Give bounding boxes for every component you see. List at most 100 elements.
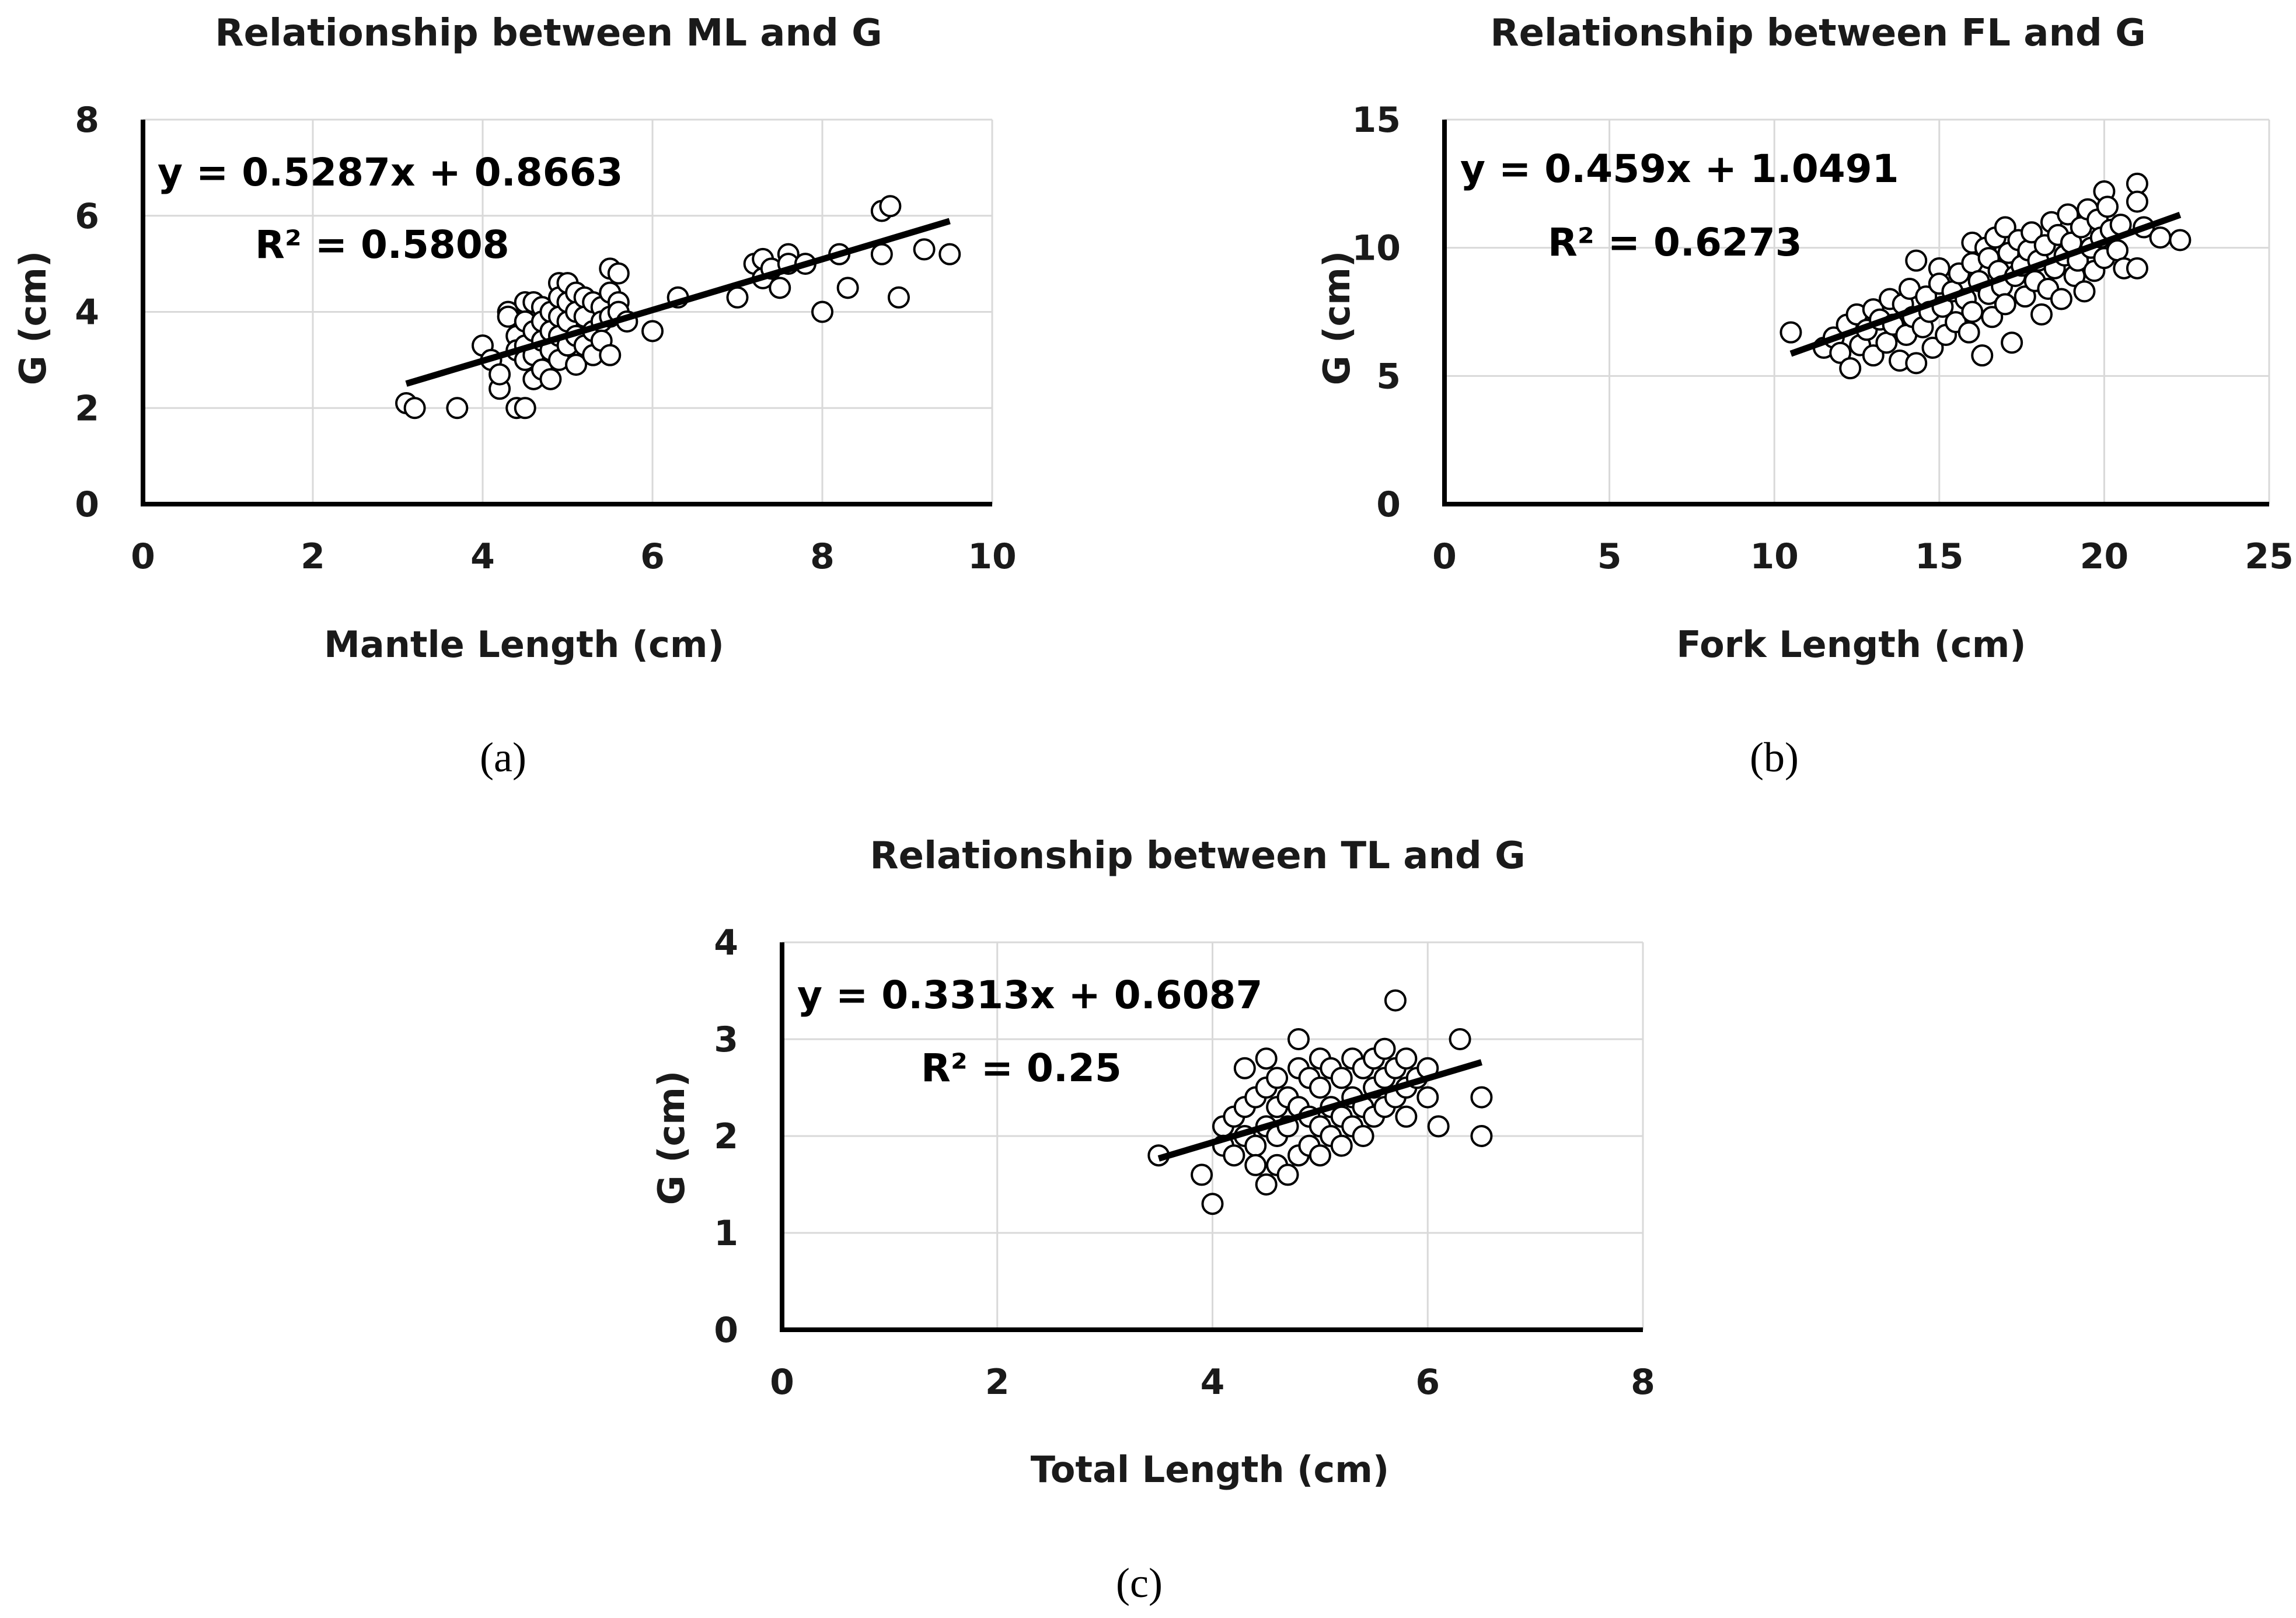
- panel-c-x-label: Total Length (cm): [1031, 1448, 1389, 1491]
- panel-a-y-ticks: 0 2 4 6 8: [75, 100, 99, 525]
- panel-c-x-tick-label: 0: [770, 1362, 794, 1403]
- panel-b-data-point: [1971, 344, 1994, 367]
- panel-a-x-tick-label: 2: [301, 536, 325, 577]
- panel-a-data-point: [811, 300, 833, 323]
- panel-c-y-tick-label: 2: [714, 1116, 738, 1157]
- panel-c-y-label: G (cm): [650, 1071, 693, 1205]
- panel-a-data-point: [599, 344, 622, 366]
- panel-b-x-tick-label: 5: [1597, 536, 1622, 577]
- panel-b-data-point: [2057, 203, 2079, 226]
- panel-a-y-tick-label: 2: [75, 388, 99, 429]
- panel-a-data-point: [879, 195, 902, 218]
- panel-a-r-squared: R² = 0.5808: [255, 222, 510, 267]
- panel-b-data-point: [1957, 321, 1980, 344]
- panel-c-data-point: [1330, 1067, 1353, 1089]
- panel-b-data-point: [2030, 303, 2053, 326]
- panel-c-data-point: [1287, 1028, 1310, 1050]
- panel-a-data-point: [870, 243, 893, 265]
- panel-c-equation: y = 0.3313x + 0.6087: [797, 973, 1262, 1018]
- panel-c-data-point: [1330, 1134, 1353, 1157]
- panel-b-data-point: [1779, 321, 1802, 344]
- panel-b-data-point: [1905, 352, 1928, 375]
- panel-a: Relationship between ML and G 0 2 4 6 8 0 2 4 6…: [12, 12, 1017, 781]
- panel-b-y-tick-label: 10: [1352, 228, 1401, 269]
- panel-c-data-point: [1201, 1193, 1224, 1215]
- panel-b-x-tick-label: 25: [2245, 536, 2294, 577]
- panel-c-data-point: [1233, 1057, 1256, 1079]
- panel-a-y-tick-label: 4: [75, 292, 99, 333]
- panel-a-x-label: Mantle Length (cm): [324, 623, 724, 666]
- panel-c-title: Relationship between TL and G: [870, 834, 1525, 878]
- panel-b-x-tick-label: 20: [2080, 536, 2129, 577]
- panel-a-x-ticks: 0 2 4 6 8 10: [131, 536, 1017, 577]
- panel-b-x-tick-label: 0: [1432, 536, 1457, 577]
- panel-c-data-point: [1395, 1047, 1418, 1070]
- panel-c-y-tick-label: 4: [714, 922, 738, 963]
- panel-a-equation: y = 0.5287x + 0.8663: [158, 150, 623, 195]
- panel-b-r-squared: R² = 0.6273: [1548, 220, 1802, 265]
- panel-c-y-tick-label: 1: [714, 1213, 738, 1254]
- panel-a-data-point: [539, 368, 562, 390]
- panel-a-data-point: [446, 397, 469, 420]
- panel-a-data-point: [938, 243, 961, 265]
- panel-a-data-point: [887, 286, 910, 309]
- panel-a-y-tick-label: 0: [75, 484, 99, 525]
- panel-c-x-tick-label: 8: [1631, 1362, 1655, 1403]
- panel-b-data-point: [1829, 341, 1852, 364]
- panel-a-x-tick-label: 10: [968, 536, 1017, 577]
- panel-a-x-tick-label: 8: [810, 536, 835, 577]
- panel-b: Relationship between FL and G 0 5 10 15 0 5 1…: [1316, 12, 2294, 781]
- panel-b-y-tick-label: 15: [1352, 100, 1401, 141]
- panel-c-r-squared: R² = 0.25: [921, 1046, 1122, 1091]
- panel-b-data-point: [2149, 226, 2172, 249]
- panel-c-x-ticks: 0 2 4 6 8: [770, 1362, 1655, 1403]
- panel-c-x-tick-label: 4: [1201, 1362, 1225, 1403]
- panel-b-data-point: [2126, 257, 2148, 279]
- panel-a-data-point: [607, 262, 630, 285]
- panel-c-y-ticks: 0 1 2 3 4: [714, 922, 738, 1351]
- panel-c-trendline: [1157, 1059, 1483, 1162]
- panel-b-data-point: [1839, 357, 1862, 380]
- panel-a-data-point: [641, 320, 664, 343]
- panel-a-data-point: [514, 397, 536, 420]
- panel-b-x-ticks: 0 5 10 15 20 25: [1432, 536, 2294, 577]
- panel-b-y-label: G (cm): [1316, 251, 1358, 386]
- panel-a-data-point: [836, 277, 859, 299]
- panel-b-data-point: [1994, 216, 2016, 239]
- panel-b-y-ticks: 0 5 10 15: [1352, 100, 1401, 525]
- panel-a-data-point: [913, 238, 936, 261]
- panel-a-y-tick-label: 8: [75, 100, 99, 141]
- panel-b-data-point: [2014, 285, 2036, 308]
- panel-c-data-point: [1244, 1134, 1267, 1157]
- panel-c-y-tick-label: 3: [714, 1019, 738, 1060]
- panel-a-data-point: [403, 397, 426, 420]
- panel-c-data-point: [1276, 1163, 1299, 1186]
- panel-c-data-point: [1308, 1144, 1331, 1167]
- panel-b-label: (b): [1750, 734, 1799, 781]
- panel-c: Relationship between TL and G 0 1 2 3 4 0 2 4 6…: [650, 834, 1655, 1606]
- panel-a-y-label: G (cm): [12, 251, 54, 386]
- panel-a-label: (a): [480, 734, 526, 781]
- panel-b-data-point: [1862, 344, 1885, 367]
- panel-c-data-point: [1223, 1144, 1245, 1167]
- panel-b-data-point: [1981, 306, 2004, 329]
- panel-a-x-tick-label: 0: [131, 536, 155, 577]
- panel-c-x-tick-label: 6: [1415, 1362, 1440, 1403]
- panel-c-data-point: [1470, 1086, 1493, 1109]
- panel-a-x-tick-label: 4: [470, 536, 495, 577]
- panel-c-data-point: [1395, 1105, 1418, 1128]
- panel-c-data-point: [1427, 1115, 1450, 1138]
- panel-b-data-point: [2126, 190, 2148, 213]
- panel-b-data-point: [2050, 288, 2072, 310]
- panel-b-x-tick-label: 15: [1915, 536, 1964, 577]
- panel-b-data-point: [1921, 337, 1944, 359]
- panel-c-data-point: [1255, 1173, 1278, 1196]
- panel-c-y-tick-label: 0: [714, 1310, 738, 1351]
- panel-c-label: (c): [1116, 1560, 1163, 1606]
- panel-c-data-point: [1470, 1125, 1493, 1147]
- panel-c-data-point: [1266, 1067, 1289, 1089]
- panel-c-grid: [782, 941, 1644, 1330]
- panel-b-title: Relationship between FL and G: [1490, 12, 2145, 55]
- panel-c-data-point: [1384, 989, 1407, 1012]
